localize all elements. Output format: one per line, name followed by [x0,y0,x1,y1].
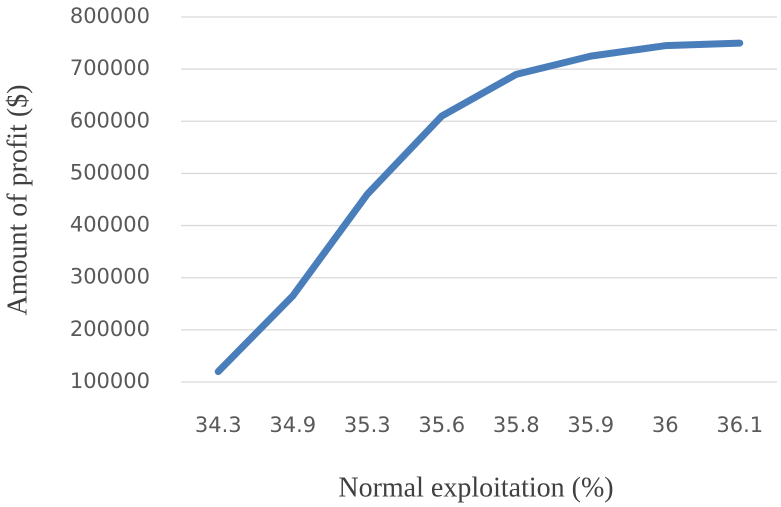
x-axis-title: Normal exploitation (%) [338,472,613,503]
y-tick-label: 600000 [70,108,150,132]
y-tick-label: 500000 [70,160,150,184]
x-tick-label: 36 [652,413,679,437]
y-tick-label: 300000 [70,265,150,289]
x-tick-label: 35.9 [567,413,614,437]
y-tick-label: 400000 [70,213,150,237]
x-tick-label: 36.1 [716,413,763,437]
y-tick-label: 200000 [70,317,150,341]
x-tick-label: 35.6 [418,413,465,437]
y-tick-label: 100000 [70,369,150,393]
y-axis-title: Amount of profit ($) [2,85,33,316]
x-tick-label: 34.3 [195,413,242,437]
x-tick-label: 35.3 [344,413,391,437]
y-tick-label: 700000 [70,56,150,80]
x-tick-label: 35.8 [493,413,540,437]
y-tick-label: 800000 [70,4,150,28]
data-line [214,39,744,376]
x-tick-label: 34.9 [269,413,316,437]
